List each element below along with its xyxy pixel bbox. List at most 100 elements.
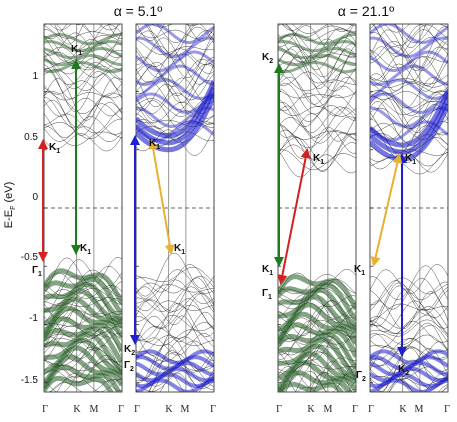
band-line <box>136 24 214 42</box>
projected-band <box>278 39 356 53</box>
projected-band <box>136 378 214 392</box>
band-line <box>75 24 82 26</box>
band-line <box>44 87 122 101</box>
band-line <box>44 99 122 136</box>
band-line <box>285 24 356 38</box>
band-line <box>136 264 214 294</box>
y-tick-minus-1.5: -1.5 <box>21 375 39 386</box>
band-line <box>44 133 122 152</box>
band-line <box>136 300 214 322</box>
projected-band <box>278 381 345 392</box>
projected-band <box>44 331 122 372</box>
band-line <box>44 97 122 129</box>
projected-band <box>44 39 122 53</box>
k-label-gamma: Γ <box>352 404 358 415</box>
band-line <box>370 285 448 326</box>
band-panel-right-green <box>277 23 357 393</box>
band-line <box>136 292 214 312</box>
projected-band <box>136 86 214 146</box>
projected-band <box>370 103 448 162</box>
projected-band <box>278 322 356 358</box>
band-line <box>370 282 448 323</box>
y-tick-minus-0.5: -0.5 <box>21 252 39 263</box>
band-line <box>370 40 448 71</box>
y-tick-0.5: 0.5 <box>24 132 38 143</box>
projected-band <box>370 92 448 115</box>
band-line <box>370 35 448 69</box>
y-axis-label: E-EF (eV) <box>3 182 17 228</box>
projected-band <box>136 64 214 87</box>
band-line <box>370 314 448 335</box>
band-line <box>370 80 448 94</box>
label-k1-valence-right: K1 <box>262 264 273 277</box>
band-line <box>292 24 356 34</box>
band-line <box>136 252 214 297</box>
label-k1-valence-left: K1 <box>80 243 91 256</box>
band-line <box>373 24 448 54</box>
k-label-m: M <box>181 404 190 415</box>
band-panel-left-green <box>43 0 123 393</box>
band-line <box>278 98 356 128</box>
band-line <box>370 32 448 57</box>
projected-band <box>278 282 356 322</box>
projected-band <box>370 349 448 365</box>
projected-band <box>278 46 356 60</box>
band-line <box>278 44 356 83</box>
projected-band <box>278 287 356 328</box>
band-line <box>370 94 448 133</box>
band-line <box>136 304 214 330</box>
band-line <box>136 56 214 93</box>
band-line <box>370 46 448 84</box>
transition-arrows-right <box>274 63 407 357</box>
band-line <box>278 123 356 140</box>
band-line <box>370 324 448 345</box>
projected-band <box>136 349 214 365</box>
projected-band <box>44 281 122 322</box>
arrow-red-right <box>277 148 311 285</box>
band-line <box>136 79 214 111</box>
band-line <box>44 108 122 134</box>
projected-band <box>44 60 122 74</box>
band-line <box>136 298 214 330</box>
projected-band <box>278 294 356 331</box>
band-line <box>278 116 356 144</box>
band-line <box>278 24 355 54</box>
projected-band <box>136 78 214 100</box>
k-label-gamma: Γ <box>444 404 450 415</box>
projected-band <box>370 50 448 73</box>
projected-band <box>278 60 356 74</box>
projected-band <box>136 80 214 139</box>
band-line <box>136 293 214 325</box>
projected-band <box>44 375 114 392</box>
band-line <box>136 284 214 304</box>
band-line <box>370 334 448 351</box>
band-line <box>370 291 448 330</box>
band-line <box>136 315 214 356</box>
projected-band <box>44 53 122 67</box>
label-k1-left: K1 <box>49 142 60 155</box>
band-line <box>136 311 214 343</box>
band-line <box>370 90 448 109</box>
band-line <box>370 306 448 329</box>
band-line <box>136 286 214 313</box>
projected-band <box>44 354 122 387</box>
band-line <box>44 0 122 13</box>
band-line <box>44 0 122 20</box>
band-line <box>370 93 448 129</box>
projected-band <box>370 78 448 100</box>
k-label-k: K <box>73 404 81 415</box>
band-line <box>156 24 196 43</box>
k-label-m: M <box>324 404 333 415</box>
band-line <box>384 24 448 33</box>
projected-band <box>370 64 448 87</box>
band-line <box>370 53 448 86</box>
band-line <box>136 275 214 294</box>
point-labels-right: K2 K1 K1 Γ1 K1 K1 K2 Γ2 <box>262 52 416 383</box>
label-gamma2-left: Γ2 <box>124 360 134 373</box>
projected-band <box>278 359 356 392</box>
band-line <box>370 49 448 69</box>
projected-band <box>370 24 448 44</box>
band-line <box>147 24 214 55</box>
projected-band <box>136 120 214 142</box>
